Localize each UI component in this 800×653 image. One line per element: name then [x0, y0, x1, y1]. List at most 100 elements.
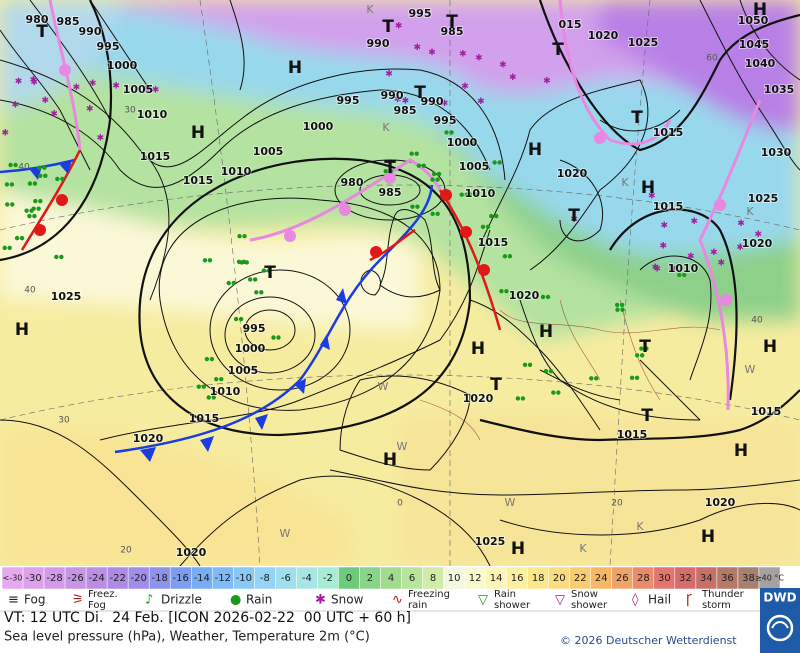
rain-symbol	[7, 245, 12, 251]
pressure-center: T	[446, 12, 458, 32]
legend-icon: ♪	[145, 593, 153, 608]
rain-symbol	[551, 390, 556, 395]
rain-symbol	[202, 258, 208, 263]
rain-symbol	[480, 224, 486, 230]
isobar-label: 1005	[123, 83, 154, 96]
scale-label: -20	[131, 573, 147, 584]
legend-label: rain	[408, 600, 427, 611]
rain-symbol	[31, 206, 36, 211]
snow-symbol: ✱	[648, 192, 656, 202]
snow-symbol: ✱	[459, 49, 467, 59]
rain-symbol	[32, 181, 38, 186]
scale-label: 4	[388, 573, 394, 584]
rain-symbol	[276, 335, 281, 340]
rain-symbol	[247, 277, 253, 282]
isobar-label: 1025	[475, 535, 506, 548]
snow-symbol: ✱	[152, 86, 160, 96]
legend-label: Hail	[648, 593, 671, 607]
snow-symbol: ✱	[690, 217, 698, 227]
scale-label: 12	[469, 573, 482, 584]
rain-symbol	[37, 165, 42, 170]
pressure-center: H	[701, 527, 715, 547]
rain-symbol	[8, 162, 13, 168]
temperature-label: 40	[18, 163, 30, 173]
air-mass-label: W	[378, 380, 389, 393]
map: ✱✱✱✱✱✱✱ ✱✱✱✱✱✱✱✱✱✱✱✱✱✱✱✱✱✱✱✱✱✱✱✱✱✱✱✱✱✱✱✱✱…	[0, 0, 800, 566]
scale-label: 34	[700, 573, 713, 584]
legend-icon: ◊	[632, 593, 639, 608]
rain-symbol	[252, 277, 258, 282]
scale-label: -24	[88, 573, 104, 584]
snow-symbol: ✱	[737, 219, 745, 229]
snow-symbol: ✱	[12, 100, 20, 110]
snow-symbol: ✱	[30, 76, 38, 86]
scale-label: 0	[346, 573, 352, 584]
rain-symbol	[414, 151, 419, 156]
rain-symbol	[271, 335, 276, 340]
isobar-label: 1015	[478, 236, 509, 249]
isobar-label: 1005	[228, 364, 259, 377]
isobar-label: 1025	[51, 290, 82, 303]
rain-symbol	[33, 198, 38, 204]
rain-symbol	[515, 396, 521, 401]
scale-label: 22	[574, 573, 587, 584]
rain-symbol	[494, 213, 499, 219]
isobar-label: 985	[394, 104, 417, 117]
rain-symbol	[214, 376, 219, 382]
snow-symbol: ✱	[660, 221, 668, 231]
isobar-label: 995	[409, 7, 432, 20]
legend-icon: Ꞅ	[686, 593, 692, 608]
temperature-scale: <-30 -30 -28 -26 -24 -22 -20 -18 -16 -14 -12 -10 -8-…	[1, 566, 784, 590]
rain-symbol	[219, 376, 224, 382]
rain-symbol	[266, 268, 272, 273]
legend-icon: ▽	[555, 593, 565, 608]
rain-symbol	[435, 177, 440, 182]
isobar-label: 1010	[465, 187, 496, 200]
air-mass-label: K	[382, 121, 390, 134]
pressure-center: H	[763, 337, 777, 357]
temperature-label: 40	[24, 286, 36, 296]
isobar-label: 1015	[653, 126, 684, 139]
rain-symbol	[589, 376, 594, 381]
rain-symbol	[466, 140, 472, 146]
scale-label: -16	[173, 573, 189, 584]
description: Sea level pressure (hPa), Weather, Tempe…	[4, 630, 370, 645]
rain-symbol	[14, 235, 20, 241]
isobar-label: 1015	[617, 428, 648, 441]
isobar-label: 1000	[447, 136, 478, 149]
rain-symbol	[507, 254, 513, 259]
scale-label: 28	[637, 573, 650, 584]
rain-symbol	[5, 202, 10, 207]
isobar-label: 1015	[653, 200, 684, 213]
scale-label: 32	[679, 573, 692, 584]
dwd-logo: DWD	[760, 588, 800, 653]
scale-label: -18	[152, 573, 168, 584]
scale-label: 8	[430, 573, 436, 584]
rain-symbol	[467, 191, 472, 197]
rain-symbol	[682, 272, 687, 278]
isobar-label: 995	[97, 40, 120, 53]
legend-icon: ●	[230, 593, 241, 608]
rain-symbol	[644, 346, 649, 351]
snow-symbol: ✱	[395, 22, 403, 32]
rain-symbol	[502, 254, 508, 259]
scale-label: -30	[25, 573, 41, 584]
pressure-center: T	[414, 83, 426, 103]
rain-symbol	[497, 160, 502, 165]
scale-label: 14	[490, 573, 503, 584]
legend-label: Freezing	[408, 589, 450, 600]
isobar-label: 1020	[133, 432, 164, 445]
snow-symbol: ✱	[142, 85, 150, 95]
rain-symbol	[629, 375, 635, 381]
rain-symbol	[201, 384, 206, 389]
snow-symbol: ✱	[570, 215, 578, 225]
pressure-center: T	[631, 108, 643, 128]
pressure-center: H	[471, 339, 485, 359]
snow-symbol: ✱	[385, 70, 393, 80]
isobar-label: 990	[381, 89, 404, 102]
snow-symbol: ✱	[112, 82, 120, 92]
rain-symbol	[211, 395, 216, 400]
snow-symbol: ✱	[477, 97, 485, 107]
isobar-label: 1000	[235, 342, 266, 355]
snow-symbol: ✱	[89, 79, 97, 89]
